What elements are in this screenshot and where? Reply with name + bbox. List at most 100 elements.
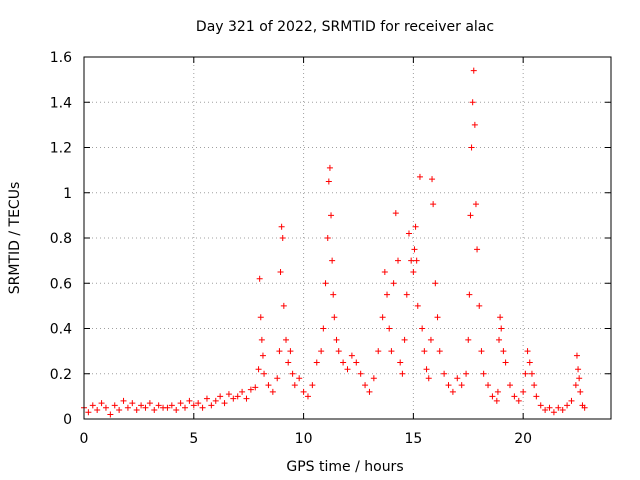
data-point [177, 400, 184, 407]
data-point [279, 235, 286, 241]
data-point [524, 348, 531, 355]
data-point [186, 397, 193, 404]
data-point [465, 336, 472, 343]
data-point [217, 393, 224, 400]
data-point [533, 393, 540, 400]
data-point [168, 402, 175, 409]
data-point [405, 230, 412, 237]
data-point [506, 382, 513, 389]
data-point [243, 395, 250, 402]
data-point [425, 375, 432, 382]
data-point [581, 404, 588, 411]
data-point [261, 370, 268, 377]
data-point [335, 348, 342, 355]
data-point [463, 370, 470, 377]
data-point [434, 314, 441, 321]
data-point [397, 359, 404, 366]
data-point [259, 352, 266, 359]
data-point [493, 397, 500, 404]
data-point [320, 325, 327, 332]
data-point [269, 388, 276, 395]
data-point [478, 348, 485, 355]
data-point [94, 406, 101, 413]
data-point [449, 388, 456, 395]
data-point [230, 395, 237, 402]
data-point [146, 400, 153, 407]
data-point [182, 404, 189, 411]
data-point [390, 280, 397, 287]
data-point [173, 406, 180, 413]
data-point [102, 404, 109, 411]
y-tick-label: 1.6 [50, 50, 72, 66]
data-point [573, 352, 580, 359]
data-point [432, 280, 439, 287]
data-point [195, 400, 202, 407]
data-point [155, 402, 162, 409]
y-tick-label: 1.2 [50, 141, 72, 157]
data-point [526, 359, 533, 366]
data-point [559, 406, 566, 413]
data-point [362, 382, 369, 389]
data-point [330, 291, 337, 298]
data-point [511, 393, 518, 400]
plot-frame [83, 56, 612, 420]
data-point [392, 210, 399, 217]
data-point [89, 402, 96, 409]
data-point [411, 246, 418, 253]
data-point [331, 314, 338, 321]
data-point [416, 173, 423, 180]
data-point [329, 257, 336, 264]
data-point [129, 400, 136, 407]
chart-title: Day 321 of 2022, SRMTID for receiver ala… [196, 19, 494, 35]
data-point [445, 382, 452, 389]
data-point [212, 397, 219, 404]
data-point [287, 348, 294, 355]
data-point [274, 375, 281, 382]
data-point [252, 384, 259, 391]
data-point [403, 291, 410, 298]
data-point [458, 382, 465, 389]
data-point [564, 402, 571, 409]
y-tick-label: 1 [63, 186, 72, 202]
data-point [576, 375, 583, 382]
data-point [265, 382, 272, 389]
data-point [441, 370, 448, 377]
data-point [550, 409, 557, 416]
data-point [258, 336, 265, 343]
data-point [278, 223, 285, 230]
data-point [500, 348, 507, 355]
data-point [285, 359, 292, 366]
data-point [388, 348, 395, 355]
data-point [357, 370, 364, 377]
data-point [375, 348, 382, 355]
data-point [328, 212, 335, 219]
data-point [423, 366, 430, 373]
data-point [291, 382, 298, 389]
y-tick-label: 0.8 [50, 231, 72, 247]
data-point [520, 388, 527, 395]
data-point [421, 348, 428, 355]
data-point [370, 375, 377, 382]
y-axis-label: SRMTID / TECUs [7, 182, 23, 295]
data-point [111, 402, 118, 409]
data-point [474, 246, 481, 253]
data-point [309, 382, 316, 389]
data-point [190, 402, 197, 409]
data-point [496, 336, 503, 343]
data-point [344, 366, 351, 373]
y-tick-label: 0.2 [50, 367, 72, 383]
data-point [280, 302, 287, 309]
y-tick-label: 0.6 [50, 276, 72, 292]
data-point [515, 397, 522, 404]
data-point [531, 382, 538, 389]
data-point [208, 402, 215, 409]
data-point [164, 404, 171, 411]
data-point [276, 348, 283, 355]
data-point [257, 314, 264, 321]
data-point [142, 404, 149, 411]
data-point [537, 402, 544, 409]
data-point [324, 235, 331, 241]
y-tick-label: 1.4 [50, 95, 72, 111]
data-point [151, 406, 158, 413]
